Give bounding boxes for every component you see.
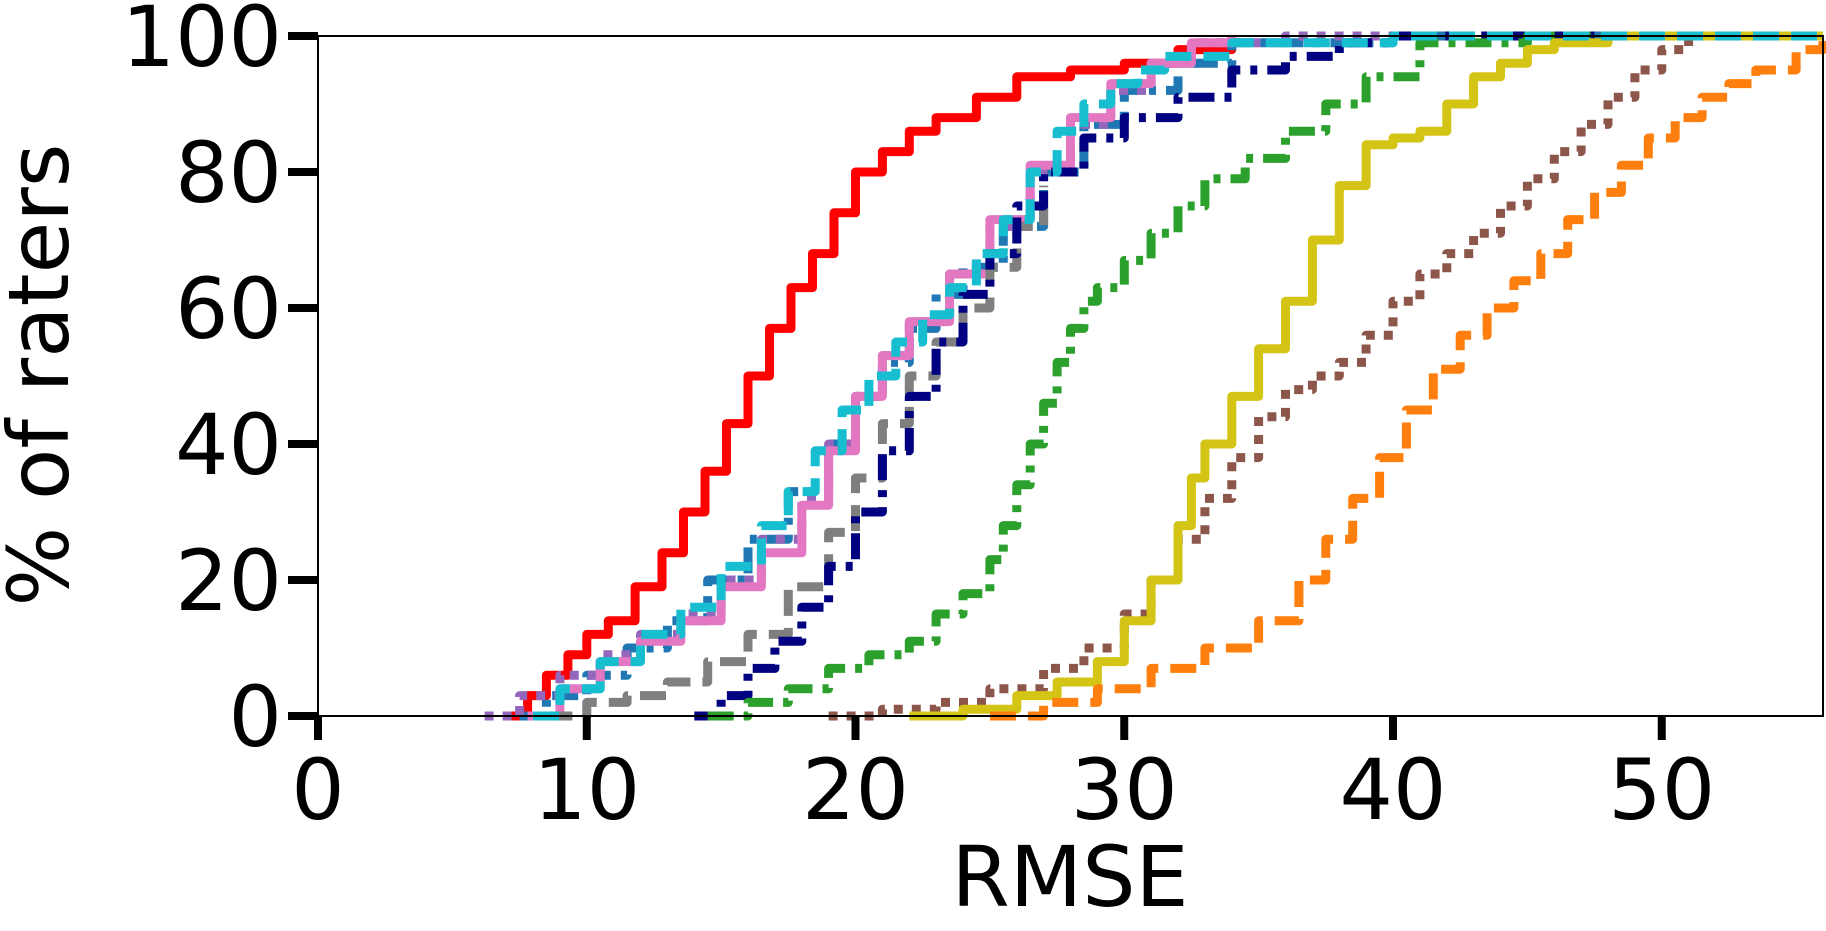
- y-tick-label: 60: [175, 260, 282, 358]
- series-line-5: [546, 185, 1049, 721]
- x-tick-label: 20: [802, 741, 909, 839]
- series-line-11: [533, 31, 1823, 721]
- series-line-9: [909, 31, 1823, 721]
- plot-frame: [317, 35, 1824, 717]
- x-axis: 0 10 20 30 40 50: [291, 716, 1715, 839]
- x-tick-label: 0: [291, 741, 344, 839]
- series-line-10: [989, 36, 1826, 721]
- plot-area: [484, 31, 1826, 721]
- series-line-1: [511, 36, 1237, 721]
- x-tick-label: 10: [533, 741, 640, 839]
- y-axis: 0 20 40 60 80 100: [122, 0, 318, 766]
- y-tick-label: 0: [229, 668, 282, 766]
- series-line-7: [707, 31, 1823, 721]
- y-tick-label: 100: [122, 0, 282, 86]
- x-tick-label: 50: [1608, 741, 1715, 839]
- series-line-6: [694, 31, 1823, 721]
- series-line-2: [519, 31, 1823, 721]
- x-axis-title: RMSE: [951, 828, 1188, 926]
- x-tick-label: 40: [1340, 741, 1447, 839]
- series-line-8: [828, 31, 1823, 721]
- y-tick-label: 40: [175, 396, 282, 494]
- y-tick-label: 80: [175, 124, 282, 222]
- y-tick-label: 20: [175, 532, 282, 630]
- x-tick-label: 30: [1071, 741, 1178, 839]
- y-axis-title: % of raters: [0, 143, 88, 606]
